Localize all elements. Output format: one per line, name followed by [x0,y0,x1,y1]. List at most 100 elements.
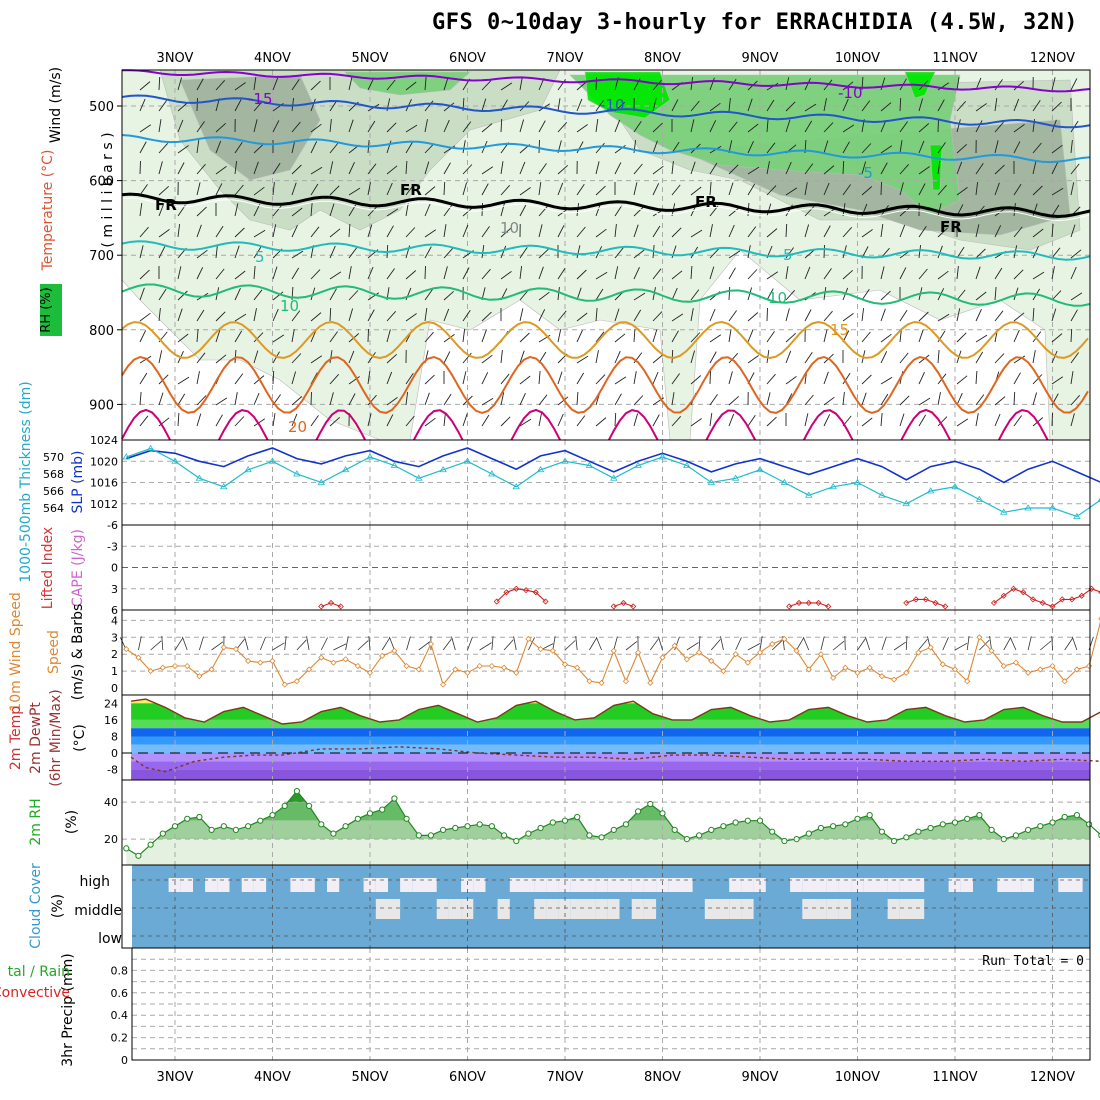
wind-barb [633,309,642,322]
rh2m-marker [159,830,166,837]
thickness-marker [585,461,594,468]
wind10m-barb [333,643,347,651]
wind-barb [785,350,792,364]
wind-barb [329,392,334,406]
lifted-index-marker [327,599,335,606]
temp2m-band [131,728,1090,737]
cloud-cover-panel: high middle low Cloud Cover (%) [28,863,1091,949]
wind10m-barb [552,636,556,651]
rh2m-marker [793,836,800,843]
wind-barb [842,141,850,154]
wind-barb [424,392,430,406]
wind-barb [861,143,872,154]
cloud-middle-clear [802,899,815,919]
thickness-marker [756,465,764,473]
wind-barb [1070,352,1079,364]
wind-barb [633,267,640,280]
wind-barb [766,161,770,175]
wind-barb [899,163,910,175]
cloud-high-clear [729,874,742,892]
wind-barb [443,334,455,343]
wind10m-barb [1071,636,1078,651]
wind10m-marker [476,662,483,670]
wind10m-barb [595,636,602,651]
wind-barb [823,122,834,133]
wind-barb [614,247,624,259]
wind-barb [215,354,227,364]
slp-thickness-panel: 570 568 566 564 1024 1020 1016 1012 1000-500mb … [18,381,1100,583]
wind-barb [1070,394,1081,406]
cloud-high-clear [814,874,827,892]
wind-barb [139,312,151,322]
wind-barb [576,141,584,154]
wind10m-marker [720,668,727,675]
wind-barb [557,329,562,343]
wind-barb [766,203,772,217]
wind-barb [405,313,417,322]
wind-barb [937,245,943,259]
wind-barb [424,100,434,112]
wind10m-marker [854,669,861,676]
wind-barb [1032,185,1043,196]
wind-barb [1051,350,1058,364]
wind-barb [975,334,988,343]
wind-barb [272,308,279,322]
wind-barb [842,160,845,175]
wind-barb [253,229,266,238]
wind-barb [804,309,812,322]
rh2m-marker [123,845,130,852]
pressure-tick-label: 500 [89,100,114,115]
wind-barb [405,203,409,217]
wind-barb [823,140,829,154]
cloud-high-clear [205,874,218,892]
wind-barb [158,76,161,91]
wind-barb [462,309,471,322]
wind-barb [253,204,261,217]
wind-barb [842,124,855,133]
wind-barb [405,81,417,91]
wind-barb [652,354,664,364]
thickness-marker [658,453,667,460]
wind-barb [956,266,959,280]
wind-barb [633,249,645,259]
rh2m-marker [147,841,154,848]
lifted-index-marker [610,603,617,610]
rh-axis-label: RH (%) [39,287,54,332]
wind-barb [1070,266,1077,280]
wind-barb [158,203,165,217]
wind-barb [1013,355,1026,364]
rh2m-marker [1049,819,1056,826]
wind-barb [1070,224,1076,238]
wind-barb [158,392,164,406]
wind-barb [538,120,546,133]
wind-barb [576,355,589,364]
wind-barb [557,121,568,133]
wind10m-marker [1073,666,1080,673]
wind-barb [899,140,903,154]
thickness-marker [780,478,789,485]
wind10m-marker [184,662,191,670]
wind-barb [367,78,375,91]
wind-barb [196,413,202,427]
wind-barb [1070,292,1083,301]
wind-barb [880,145,893,154]
wind-barb [614,266,619,280]
wind-barb [405,160,408,175]
contour-label: 10 [500,219,519,237]
wind10m-marker [1025,669,1032,676]
wind-barb [424,417,436,427]
wind-barb [994,267,1003,280]
wind10m-marker [196,673,203,680]
wind-barb [652,122,663,133]
lifted-index-marker [1078,592,1085,599]
wind10m-marker [513,669,520,676]
wind-barb [614,333,626,343]
contour-label: -15 [248,90,273,108]
lifted-index-marker [503,589,510,596]
wind-barb [766,373,776,385]
temp2m-line [131,698,1100,725]
wind-barb [367,309,375,322]
wind-barb [709,224,713,238]
wind-barb [386,79,396,91]
contour-label: 10 [768,289,787,307]
